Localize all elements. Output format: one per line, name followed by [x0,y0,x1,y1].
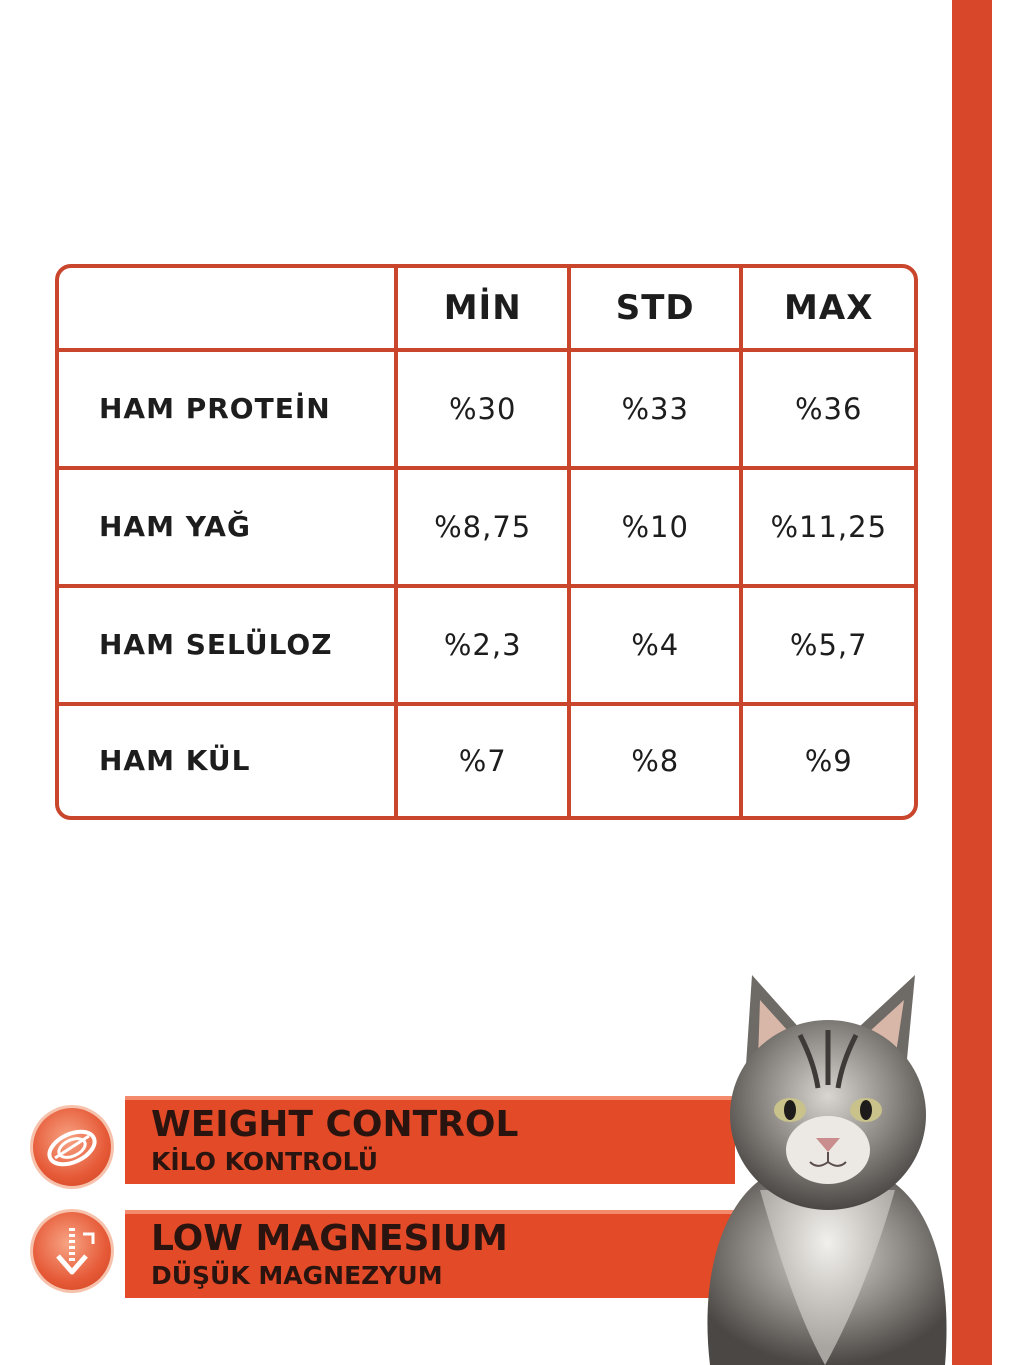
cell-std: %8 [566,701,744,816]
feature-band-weight-control: WEIGHT CONTROL KİLO KONTROLÜ [125,1096,735,1184]
nutrition-table: MİN STD MAX HAM PROTEİN %30 %33 %36 HAM … [55,264,918,820]
cell-min: %7 [394,701,571,816]
feature-title: WEIGHT CONTROL [151,1104,519,1145]
row-label: HAM SELÜLOZ [59,583,399,706]
cell-max: %11,25 [739,465,914,588]
row-label: HAM KÜL [59,701,399,816]
feature-subtitle: DÜŞÜK MAGNEZYUM [151,1261,443,1290]
side-accent-stripe [952,0,992,1365]
feature-subtitle: KİLO KONTROLÜ [151,1147,378,1176]
down-arrow-icon [33,1212,111,1290]
table-header-min: MİN [394,268,571,352]
table-header-std: STD [566,268,744,352]
cell-std: %10 [566,465,744,588]
table-row: HAM SELÜLOZ %2,3 %4 %5,7 [59,583,914,706]
cell-min: %2,3 [394,583,571,706]
row-label: HAM YAĞ [59,465,399,588]
measuring-tape-icon [33,1108,111,1186]
table-row: HAM YAĞ %8,75 %10 %11,25 [59,465,914,588]
table-row: HAM PROTEİN %30 %33 %36 [59,348,914,470]
table-header-empty [59,268,399,352]
cell-std: %4 [566,583,744,706]
feature-band-low-magnesium: LOW MAGNESIUM DÜŞÜK MAGNEZYUM [125,1210,735,1298]
cell-min: %8,75 [394,465,571,588]
cell-max: %5,7 [739,583,914,706]
cell-max: %36 [739,348,914,470]
table-header-max: MAX [739,268,914,352]
cell-std: %33 [566,348,744,470]
feature-title: LOW MAGNESIUM [151,1218,508,1259]
cat-image [707,975,947,1365]
table-header-row: MİN STD MAX [59,268,914,352]
row-label: HAM PROTEİN [59,348,399,470]
cell-max: %9 [739,701,914,816]
table-row: HAM KÜL %7 %8 %9 [59,701,914,816]
cell-min: %30 [394,348,571,470]
